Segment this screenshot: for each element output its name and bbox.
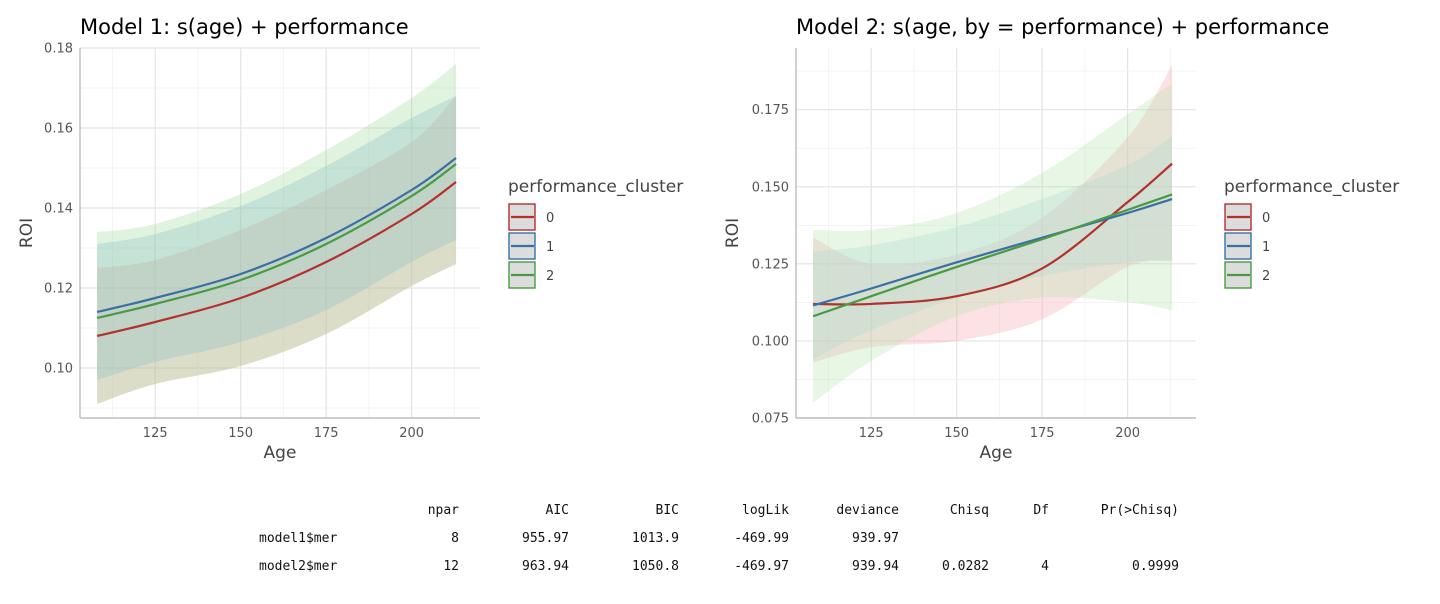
y-tick-label: 0.150 (752, 180, 789, 195)
series-line-1 (96, 157, 457, 314)
confidence-band-0 (813, 64, 1173, 363)
x-tick-label: 125 (143, 426, 168, 441)
legend: performance_cluster 0 1 2 (508, 177, 683, 289)
table-row: model1$mer 8 955.97 1013.9 -469.99 939.9… (259, 531, 899, 546)
y-tick-label: 0.12 (44, 282, 73, 297)
y-tick-label: 0.125 (752, 257, 789, 272)
series-line-0 (813, 162, 1173, 306)
y-axis-label: ROI (723, 218, 743, 248)
panel-model-1: Model 1: s(age) + performance 125 150 175 2… (17, 15, 683, 463)
table-header-row: npar AIC BIC logLik deviance Chisq Df Pr… (428, 503, 1179, 518)
table-cell: 4 (1041, 559, 1049, 574)
axes (79, 48, 480, 419)
confidence-bands (97, 64, 457, 404)
table-cell: 0.9999 (1132, 559, 1179, 574)
row-name: model2$mer (259, 559, 337, 574)
table-cell: 939.97 (852, 531, 899, 546)
x-tick-label: 200 (399, 426, 424, 441)
panel-title: Model 2: s(age, by = performance) + perf… (796, 15, 1329, 39)
table-cell: 955.97 (522, 531, 569, 546)
table-header-cell: deviance (836, 503, 899, 518)
panel-model-2: Model 2: s(age, by = performance) + perf… (723, 15, 1399, 463)
confidence-band-0 (97, 96, 457, 404)
table-header-cell: npar (428, 503, 459, 518)
x-tick-label: 200 (1115, 426, 1140, 441)
confidence-band-1 (813, 135, 1173, 360)
table-header-cell: AIC (546, 503, 569, 518)
table-header-cell: Chisq (950, 503, 989, 518)
series-lines (96, 157, 457, 338)
series-lines (812, 162, 1173, 318)
table-cell: 0.0282 (942, 559, 989, 574)
anova-table: npar AIC BIC logLik deviance Chisq Df Pr… (259, 503, 1179, 574)
grid (80, 47, 480, 418)
table-cell: 939.94 (852, 559, 899, 574)
table-cell: 12 (443, 559, 459, 574)
legend: performance_cluster 0 1 2 (1224, 177, 1399, 289)
table-row: model2$mer 12 963.94 1050.8 -469.97 939.… (259, 559, 1179, 574)
y-tick-label: 0.175 (752, 103, 789, 118)
table-cell: -469.99 (734, 531, 789, 546)
legend-label-0: 0 (1262, 211, 1270, 226)
table-cell: 963.94 (522, 559, 569, 574)
legend-label-2: 2 (1262, 269, 1270, 284)
legend-label-0: 0 (546, 211, 554, 226)
table-cell: 1050.8 (632, 559, 679, 574)
y-tick-label: 0.10 (44, 362, 73, 377)
confidence-band-2 (813, 83, 1173, 403)
confidence-band-1 (97, 96, 457, 380)
confidence-band-2 (97, 64, 457, 404)
row-name: model1$mer (259, 531, 337, 546)
table-cell: 8 (451, 531, 459, 546)
series-line-2 (812, 193, 1173, 318)
x-tick-label: 150 (228, 426, 253, 441)
series-line-1 (812, 198, 1173, 307)
y-tick-label: 0.075 (752, 412, 789, 427)
tick-labels: 125 150 175 200 0.075 0.100 0.125 0.150 0.175 (752, 103, 1140, 441)
x-axis-label: Age (264, 443, 297, 463)
y-tick-label: 0.18 (44, 42, 73, 57)
x-axis-label: Age (980, 443, 1013, 463)
panel-title: Model 1: s(age) + performance (80, 15, 409, 39)
y-tick-label: 0.14 (44, 202, 73, 217)
axes (795, 48, 1196, 419)
legend-label-1: 1 (546, 240, 554, 255)
legend-label-2: 2 (546, 269, 554, 284)
table-header-cell: BIC (656, 503, 679, 518)
table-cell: -469.97 (734, 559, 789, 574)
table-header-cell: Df (1033, 503, 1049, 518)
y-tick-label: 0.100 (752, 334, 789, 349)
legend-title: performance_cluster (508, 177, 683, 197)
y-axis-label: ROI (17, 218, 37, 248)
grid (796, 48, 1196, 419)
x-tick-label: 125 (859, 426, 884, 441)
table-header-cell: Pr(>Chisq) (1101, 503, 1179, 518)
x-tick-label: 175 (1030, 426, 1055, 441)
series-line-0 (96, 181, 457, 338)
tick-labels: 125 150 175 200 0.10 0.12 0.14 0.16 0.18 (44, 42, 424, 442)
confidence-bands (813, 64, 1173, 403)
table-header-cell: logLik (742, 503, 789, 518)
series-line-2 (96, 163, 457, 320)
legend-label-1: 1 (1262, 240, 1270, 255)
y-tick-label: 0.16 (44, 122, 73, 137)
x-tick-label: 175 (314, 426, 339, 441)
x-tick-label: 150 (944, 426, 969, 441)
legend-title: performance_cluster (1224, 177, 1399, 197)
table-cell: 1013.9 (632, 531, 679, 546)
